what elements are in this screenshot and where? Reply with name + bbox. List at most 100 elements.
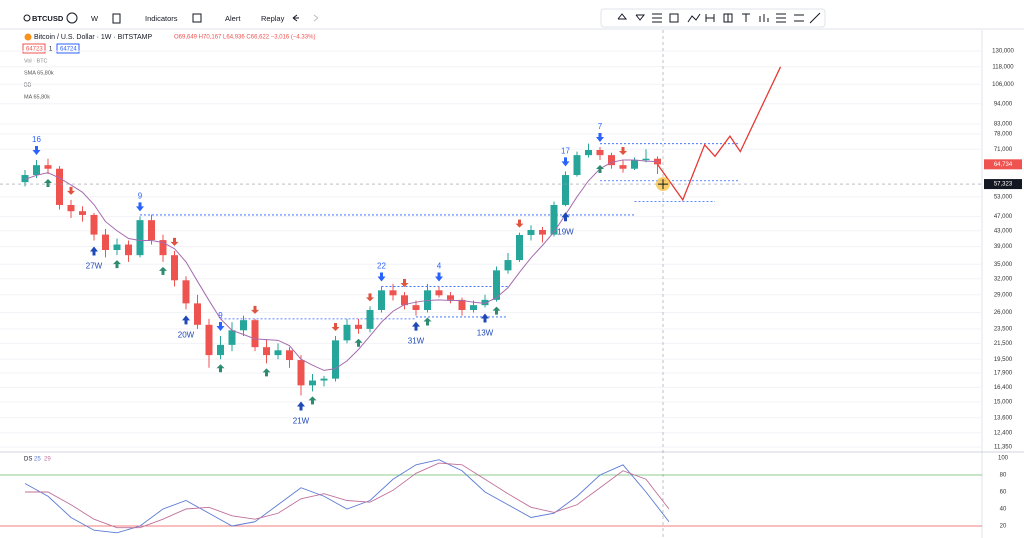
y-tick-label: 21,500 — [994, 341, 1013, 347]
candle-body — [79, 211, 86, 215]
y-tick-label: 26,000 — [994, 310, 1013, 316]
signal-label: 9 — [138, 191, 143, 200]
drawing-tools[interactable] — [617, 12, 821, 24]
last-price-label: 64,734 — [994, 162, 1013, 168]
y-tick-label: 78,000 — [994, 132, 1013, 138]
candle-body — [355, 324, 362, 329]
y-tick-label: 32,000 — [994, 276, 1013, 282]
signal-label: 7 — [598, 122, 603, 131]
buy-arrow — [216, 364, 225, 373]
y-tick-label: 106,000 — [992, 82, 1014, 88]
sma-legend: SMA 65,80k — [24, 70, 54, 76]
templates[interactable] — [192, 13, 202, 23]
search-icon[interactable] — [23, 14, 31, 22]
indicators-button[interactable]: Indicators — [145, 14, 178, 23]
top-toolbar: BTCUSD W Indicators Alert Replay — [0, 8, 1024, 30]
candle-body — [194, 303, 201, 325]
price-axis: 130,000 118,000 106,000 94,000 83,000 78,000 7… — [992, 49, 1014, 451]
signal-arrow-down — [435, 272, 443, 282]
coin-icon — [24, 33, 32, 41]
candle-body — [125, 244, 132, 256]
buy-arrow — [159, 266, 167, 275]
candle-body — [297, 360, 305, 386]
symbol[interactable]: BTCUSD — [32, 14, 64, 23]
candle-body — [102, 234, 109, 250]
signal-arrow-up — [182, 315, 190, 325]
candle-body — [90, 214, 98, 235]
candle-body — [435, 290, 443, 296]
candle-body — [148, 220, 155, 241]
replay-button[interactable]: Replay — [261, 14, 285, 23]
chart-type[interactable] — [112, 13, 121, 24]
buy-arrow — [113, 260, 121, 269]
signal-arrow-down — [596, 133, 604, 143]
candle-body — [619, 165, 627, 169]
osc-line — [25, 462, 670, 529]
buy-arrow — [354, 338, 363, 347]
osc-tick-label: 40 — [1000, 507, 1007, 513]
y-tick-label: 83,000 — [994, 122, 1013, 128]
candle-body — [320, 378, 328, 381]
spread: 1 — [49, 47, 53, 53]
signal-label: 16 — [32, 135, 41, 144]
candle-body — [67, 204, 75, 212]
candle-body — [481, 299, 489, 306]
undo[interactable] — [292, 14, 299, 22]
signal-label: 4 — [437, 262, 442, 271]
candle-body — [493, 270, 500, 300]
candle-body — [205, 324, 213, 356]
candle-body — [343, 324, 351, 341]
legend-title: Bitcoin / U.S. Dollar · 1W · BITSTAMP — [34, 34, 152, 41]
oscillator-title: DS — [24, 457, 32, 463]
redo[interactable] — [313, 14, 319, 22]
candle-body — [182, 280, 190, 304]
y-tick-label: 12,400 — [994, 430, 1013, 436]
buy-arrow — [44, 178, 52, 187]
y-tick-label: 47,000 — [994, 214, 1013, 220]
bid-box[interactable] — [22, 43, 46, 54]
y-tick-label: 94,000 — [994, 101, 1013, 107]
candle-body — [550, 204, 558, 235]
y-tick-label: 16,400 — [994, 385, 1013, 391]
sell-arrow — [331, 322, 340, 331]
last-price-box — [984, 159, 1022, 170]
projection-line — [656, 66, 782, 202]
candle-body — [33, 165, 40, 176]
signal-label: 20W — [178, 330, 195, 339]
alert-button[interactable]: Alert — [225, 14, 241, 23]
interval[interactable]: W — [91, 14, 99, 23]
add-symbol[interactable] — [66, 12, 78, 24]
y-tick-label: 15,000 — [994, 399, 1013, 405]
candle-body — [539, 230, 546, 235]
candle-body — [631, 160, 638, 169]
candle-body — [136, 220, 144, 256]
ma-legend: MA 65,80k — [24, 94, 50, 100]
ask-box[interactable] — [56, 43, 80, 54]
osc-tick-label: 100 — [998, 456, 1009, 462]
signal-arrow-up — [412, 321, 420, 331]
vol-legend: Vol · BTC — [24, 58, 48, 64]
signal-label: 9 — [218, 311, 223, 320]
candle-body — [113, 244, 121, 250]
candle-body — [217, 344, 224, 356]
candle-body — [608, 155, 615, 166]
candle-body — [21, 175, 29, 183]
signal-label: 21W — [293, 417, 310, 426]
candle-body — [251, 320, 259, 348]
candle-body — [412, 305, 420, 310]
candle-body — [378, 290, 385, 310]
signal-label: 31W — [408, 337, 425, 346]
buy-arrow — [308, 396, 317, 405]
sell-arrow — [251, 305, 259, 314]
y-tick-label: 13,600 — [994, 415, 1013, 421]
candle-body — [228, 330, 236, 345]
candle-body — [286, 350, 293, 361]
crosshair-price-box — [984, 179, 1022, 190]
oscillator-legend: 29 — [44, 457, 51, 463]
signal-arrow-down — [377, 272, 386, 282]
candle-body — [171, 255, 178, 281]
candle-body — [504, 260, 512, 271]
osc-tick-label: 20 — [1000, 524, 1007, 530]
